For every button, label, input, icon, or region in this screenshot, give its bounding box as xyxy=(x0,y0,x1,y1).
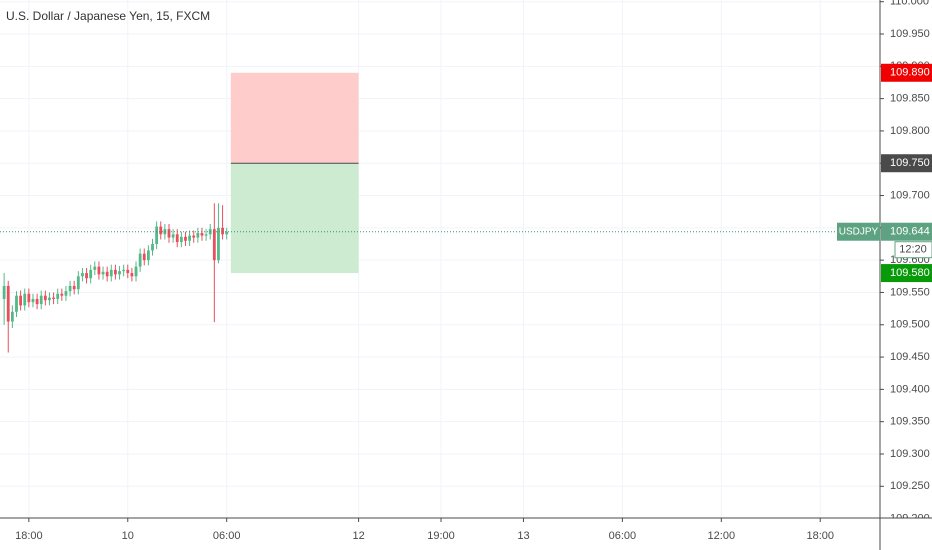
last-price-label: 109.644 xyxy=(890,226,930,238)
candle-body xyxy=(31,298,35,303)
candle-body xyxy=(188,235,192,241)
candle-body xyxy=(171,234,175,238)
candle-body xyxy=(212,229,216,261)
candle-body xyxy=(109,269,113,277)
target-zone xyxy=(230,163,359,274)
stop-label: 109.890 xyxy=(890,67,930,79)
chart-title: U.S. Dollar / Japanese Yen, 15, FXCM xyxy=(6,9,210,23)
y-tick-label: 109.400 xyxy=(890,383,930,395)
countdown-box xyxy=(894,241,932,259)
x-tick-label: 12:00 xyxy=(708,530,736,542)
candle-body xyxy=(6,285,10,322)
symbol-box xyxy=(837,222,880,241)
y-tick-label: 109.800 xyxy=(890,125,930,137)
candle-body xyxy=(155,226,159,244)
candle-body xyxy=(184,236,187,241)
candle-body xyxy=(85,273,88,279)
candle-body xyxy=(114,269,117,275)
candle-body xyxy=(204,234,208,236)
candle-body xyxy=(192,235,196,238)
candle-body xyxy=(138,253,142,267)
time-axis-panel xyxy=(0,518,932,550)
y-tick-label: 109.700 xyxy=(890,189,930,201)
candle-body xyxy=(167,229,171,238)
candle-body xyxy=(130,273,134,277)
candle-body xyxy=(10,311,14,322)
candle-body xyxy=(151,243,154,251)
candle-body xyxy=(159,226,163,235)
candle-body xyxy=(60,293,64,296)
candle-body xyxy=(35,298,39,305)
candle-body xyxy=(68,285,72,292)
y-tick-label: 109.450 xyxy=(890,351,930,363)
candle-body xyxy=(81,273,84,277)
candle-body xyxy=(196,233,200,238)
stop-zone xyxy=(230,72,359,164)
candle-body xyxy=(64,291,68,296)
x-tick-label: 18:00 xyxy=(806,530,834,542)
candle-body xyxy=(56,293,60,299)
y-tick-label: 109.850 xyxy=(890,93,930,105)
candle-body xyxy=(225,231,229,235)
stop-label-box xyxy=(881,63,932,82)
candle-body xyxy=(175,234,179,243)
entry-label-box xyxy=(881,154,932,173)
candle-body xyxy=(76,276,80,290)
candle-body xyxy=(15,295,18,312)
candle-body xyxy=(146,250,150,261)
x-tick-label: 19:00 xyxy=(427,530,455,542)
entry-label: 109.750 xyxy=(890,157,930,169)
candle-body xyxy=(179,236,183,243)
candle-body xyxy=(105,271,109,277)
candle-body xyxy=(89,269,93,279)
candle-body xyxy=(200,233,204,236)
candle-body xyxy=(19,295,23,306)
candle-body xyxy=(43,295,47,301)
candle-body xyxy=(118,271,121,275)
x-tick-label: 13 xyxy=(517,530,529,542)
candle-body xyxy=(23,293,27,306)
x-tick-label: 06:00 xyxy=(609,530,637,542)
candle-body xyxy=(2,285,6,299)
y-tick-label: 109.550 xyxy=(890,286,930,298)
candle-body xyxy=(122,269,126,272)
x-tick-label: 06:00 xyxy=(213,530,241,542)
y-tick-label: 109.950 xyxy=(890,28,930,40)
candle-body xyxy=(27,293,31,303)
last-price-label-box xyxy=(881,222,932,241)
y-tick-label: 109.300 xyxy=(890,448,930,460)
target-label: 109.580 xyxy=(890,267,930,279)
y-tick-label: 110.000 xyxy=(890,0,929,8)
candle-body xyxy=(221,227,224,235)
y-tick-label: 109.350 xyxy=(890,416,930,428)
candle-body xyxy=(142,253,146,261)
candle-body xyxy=(48,297,51,301)
y-tick-label: 109.500 xyxy=(890,319,930,331)
target-label-box xyxy=(881,264,932,283)
candle-body xyxy=(126,269,130,274)
candle-body xyxy=(217,227,220,261)
candle-body xyxy=(52,297,55,299)
candle-body xyxy=(97,266,101,275)
x-tick-label: 10 xyxy=(122,530,134,542)
x-tick-label: 18:00 xyxy=(15,530,43,542)
symbol-label: USDJPY xyxy=(839,226,879,237)
candle-body xyxy=(93,266,97,270)
candle-body xyxy=(101,271,105,275)
countdown-label: 12:20 xyxy=(899,244,927,256)
x-tick-label: 12 xyxy=(352,530,364,542)
y-tick-label: 109.250 xyxy=(890,480,930,492)
candle-body xyxy=(163,229,167,235)
candle-body xyxy=(39,295,43,305)
candle-body xyxy=(134,266,138,277)
candle-body xyxy=(72,285,76,290)
